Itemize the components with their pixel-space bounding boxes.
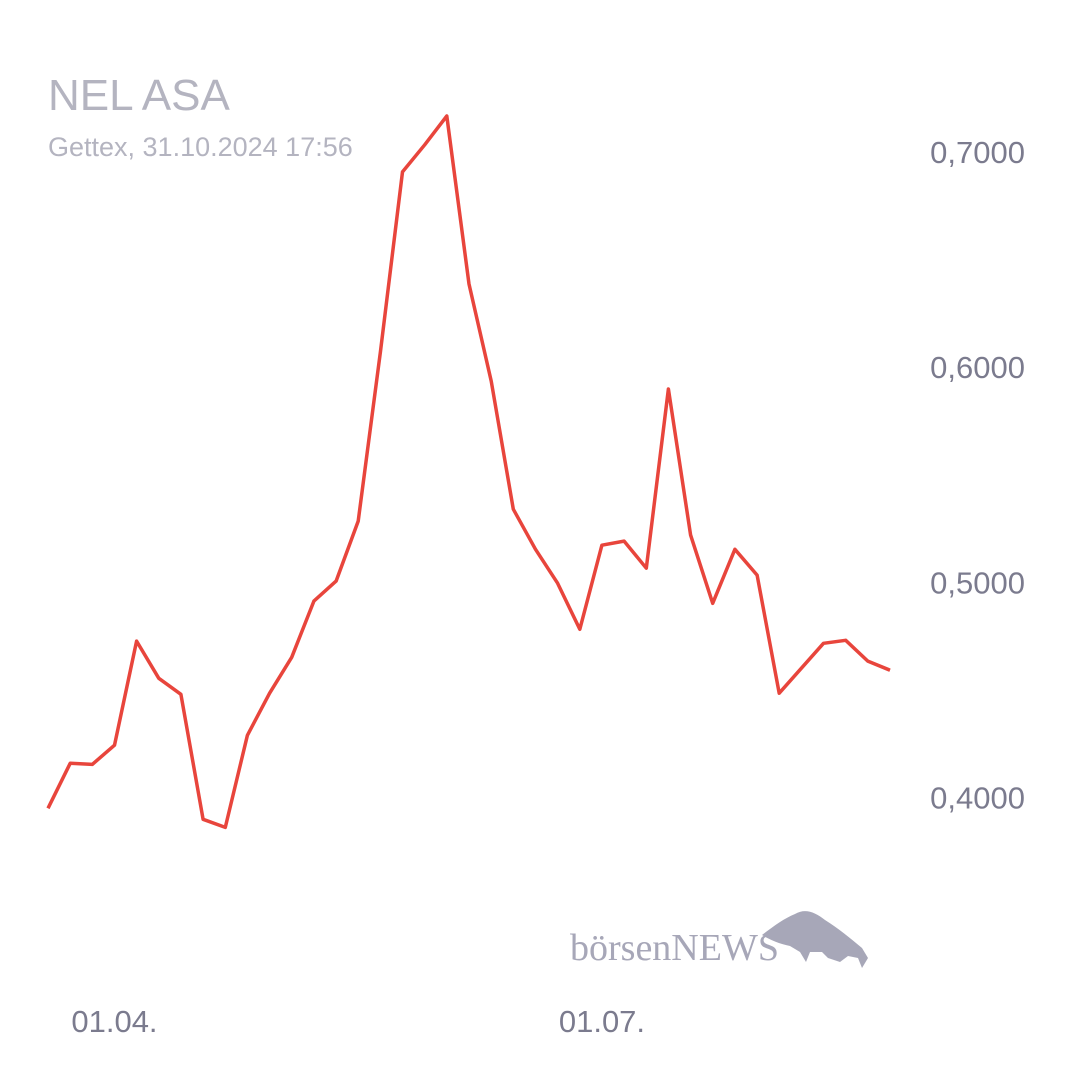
chart-subtitle: Gettex, 31.10.2024 17:56: [48, 132, 353, 162]
y-tick-label: 0,4000: [930, 781, 1025, 816]
watermark: börsenNEWS: [570, 927, 779, 969]
y-tick-label: 0,5000: [930, 565, 1025, 600]
x-tick-label: 01.04.: [71, 1004, 157, 1039]
bull-logo: [762, 911, 868, 968]
y-tick-label: 0,7000: [930, 135, 1025, 170]
line-series: [46, 114, 891, 830]
y-tick-label: 0,6000: [930, 350, 1025, 385]
x-tick-label: 01.07.: [559, 1004, 645, 1039]
chart-title: NEL ASA: [48, 71, 230, 120]
